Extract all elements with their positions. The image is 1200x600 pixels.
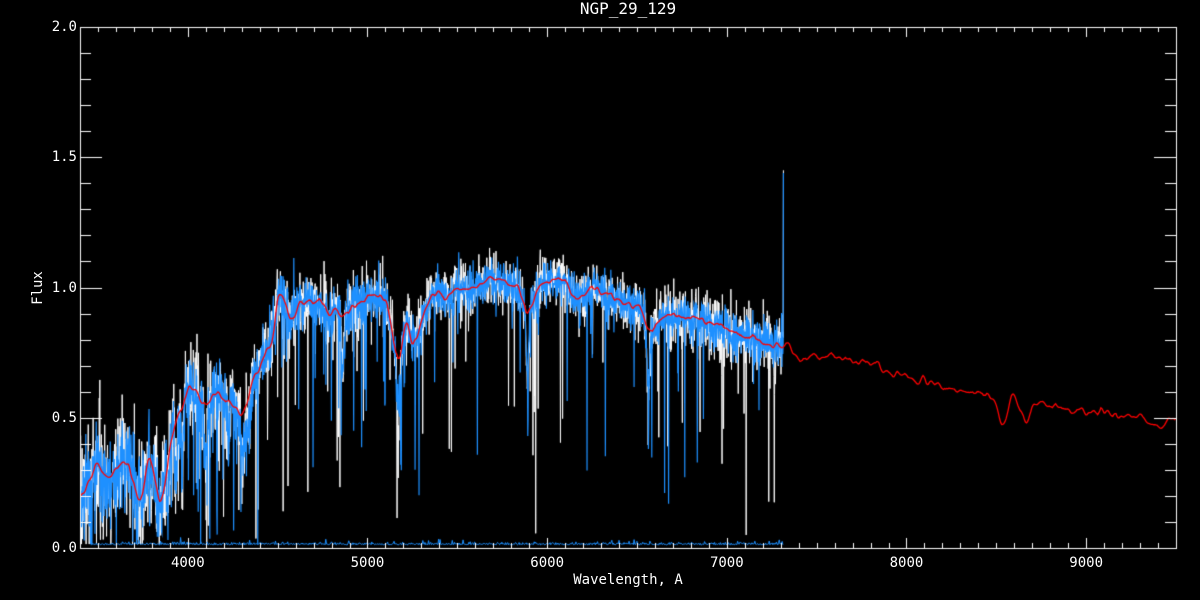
spectrum-plot-window: NGP_29_129 Wavelength, A Flux 4000 5000 60… [0, 0, 1200, 600]
spectrum-chart-canvas [0, 0, 1200, 600]
